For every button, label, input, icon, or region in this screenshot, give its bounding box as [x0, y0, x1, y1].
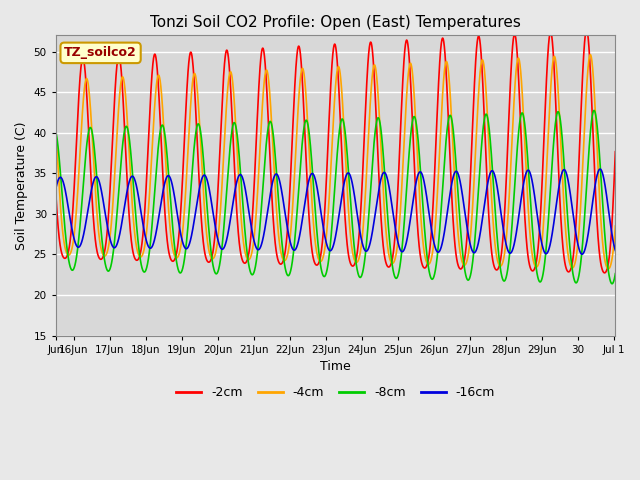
-4cm: [611, 223, 619, 229]
-4cm: [470, 192, 477, 197]
-16cm: [512, 233, 520, 239]
-16cm: [154, 222, 161, 228]
-8cm: [608, 281, 616, 287]
-16cm: [611, 248, 619, 253]
-2cm: [154, 70, 161, 75]
Line: -2cm: -2cm: [56, 30, 615, 273]
-4cm: [154, 75, 161, 81]
-4cm: [52, 128, 60, 133]
-8cm: [388, 255, 396, 261]
-16cm: [596, 166, 604, 172]
-16cm: [266, 195, 273, 201]
-2cm: [601, 270, 609, 276]
Title: Tonzi Soil CO2 Profile: Open (East) Temperatures: Tonzi Soil CO2 Profile: Open (East) Temp…: [150, 15, 521, 30]
-2cm: [512, 36, 520, 42]
Line: -16cm: -16cm: [56, 169, 615, 254]
-2cm: [388, 260, 396, 266]
-8cm: [52, 129, 60, 135]
-2cm: [52, 191, 60, 196]
-16cm: [388, 199, 396, 204]
-8cm: [611, 271, 619, 276]
-4cm: [586, 52, 594, 58]
-16cm: [52, 186, 60, 192]
Y-axis label: Soil Temperature (C): Soil Temperature (C): [15, 121, 28, 250]
-8cm: [416, 157, 424, 163]
-16cm: [579, 252, 586, 257]
-2cm: [266, 147, 273, 153]
-8cm: [470, 253, 477, 259]
-4cm: [512, 71, 520, 76]
Text: TZ_soilco2: TZ_soilco2: [64, 47, 137, 60]
-4cm: [416, 196, 424, 202]
X-axis label: Time: Time: [320, 360, 351, 373]
-16cm: [470, 250, 477, 255]
-4cm: [388, 260, 396, 265]
Line: -4cm: -4cm: [56, 55, 615, 269]
-2cm: [611, 149, 619, 155]
-8cm: [154, 153, 161, 159]
-2cm: [416, 248, 424, 254]
Line: -8cm: -8cm: [56, 110, 615, 284]
-8cm: [512, 166, 520, 171]
-2cm: [470, 106, 477, 112]
-8cm: [266, 119, 273, 125]
-4cm: [266, 89, 273, 95]
Legend: -2cm, -4cm, -8cm, -16cm: -2cm, -4cm, -8cm, -16cm: [171, 382, 500, 405]
-16cm: [416, 169, 424, 175]
-2cm: [583, 27, 591, 33]
-8cm: [590, 108, 598, 113]
-4cm: [604, 266, 612, 272]
